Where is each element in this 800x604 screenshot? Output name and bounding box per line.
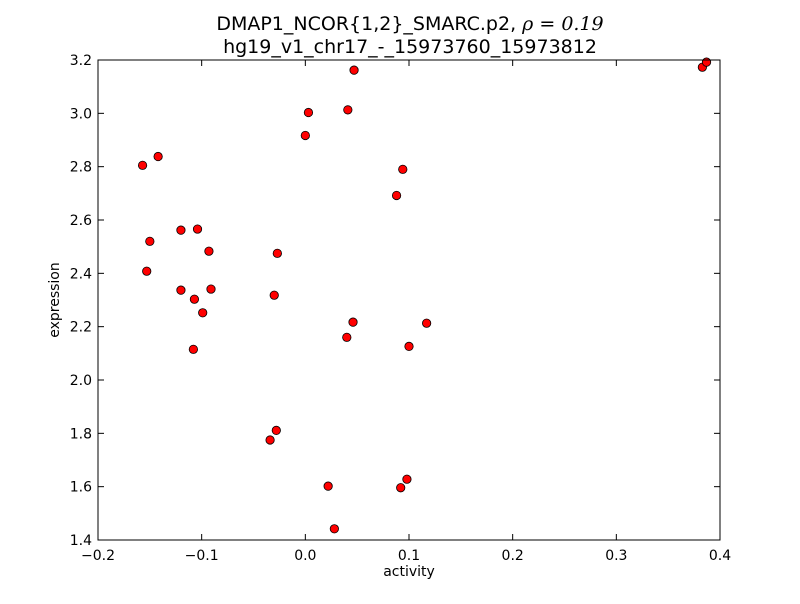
y-tick-label: 2.8: [70, 160, 92, 176]
data-point: [142, 266, 152, 276]
x-tick-label: −0.2: [81, 548, 115, 564]
chart-subtitle: hg19_v1_chr17_-_15973760_15973812: [223, 36, 597, 58]
data-point: [402, 474, 412, 484]
data-point: [396, 483, 406, 493]
data-point: [153, 151, 163, 162]
data-point: [176, 285, 186, 295]
data-point: [272, 248, 282, 258]
data-point: [271, 425, 281, 435]
data-point: [343, 105, 353, 115]
plot-area: [98, 60, 720, 540]
y-axis-label: expression: [47, 262, 63, 338]
data-point: [348, 317, 358, 327]
data-point: [145, 236, 155, 246]
data-point: [701, 57, 712, 67]
y-tick-label: 2.2: [70, 320, 92, 336]
plot-frame: [97, 59, 721, 541]
x-tick-label: 0.3: [605, 548, 627, 564]
data-point: [176, 225, 186, 235]
data-point: [206, 284, 216, 294]
data-point: [269, 290, 279, 300]
data-point: [137, 160, 148, 170]
chart-title-rho: ρ = 0.19: [521, 13, 603, 35]
data-point: [391, 190, 402, 201]
data-point: [342, 332, 352, 342]
x-tick-label: 0.0: [294, 548, 316, 564]
x-tick-label: 0.2: [502, 548, 524, 564]
y-tick-label: 3.2: [70, 53, 92, 69]
data-point: [404, 341, 414, 351]
x-axis-label: activity: [383, 564, 435, 580]
data-point: [265, 435, 275, 445]
y-tick-label: 1.8: [70, 426, 92, 442]
data-point: [300, 130, 310, 141]
data-point: [303, 107, 314, 118]
data-point: [323, 481, 333, 491]
data-point: [198, 308, 208, 318]
data-point: [349, 65, 359, 75]
chart-title: DMAP1_NCOR{1,2}_SMARC.p2, ρ = 0.19: [216, 13, 603, 35]
y-tick-label: 1.6: [70, 480, 92, 496]
data-point: [422, 318, 432, 328]
x-tick-label: −0.1: [185, 548, 219, 564]
ticks-layer: −0.2 −0.1 0.0 0.1 0.2 0.3 0.4 1.4 1.6 1.8 2.0 2.2 2.…: [70, 53, 731, 564]
y-tick-label: 1.4: [70, 533, 92, 549]
x-tick-label: 0.4: [709, 548, 731, 564]
data-point: [189, 294, 200, 304]
x-tick-label: 0.1: [398, 548, 420, 564]
data-point: [398, 164, 408, 174]
points-layer: [137, 57, 712, 534]
y-tick-label: 2.4: [70, 266, 92, 282]
data-point: [204, 246, 214, 256]
data-point: [188, 344, 198, 354]
y-tick-label: 2.0: [70, 373, 92, 389]
data-point: [192, 224, 203, 234]
y-tick-label: 2.6: [70, 213, 92, 229]
chart-title-prefix: DMAP1_NCOR{1,2}_SMARC.p2,: [216, 13, 522, 35]
y-tick-label: 3.0: [70, 106, 92, 122]
data-point: [329, 524, 339, 534]
